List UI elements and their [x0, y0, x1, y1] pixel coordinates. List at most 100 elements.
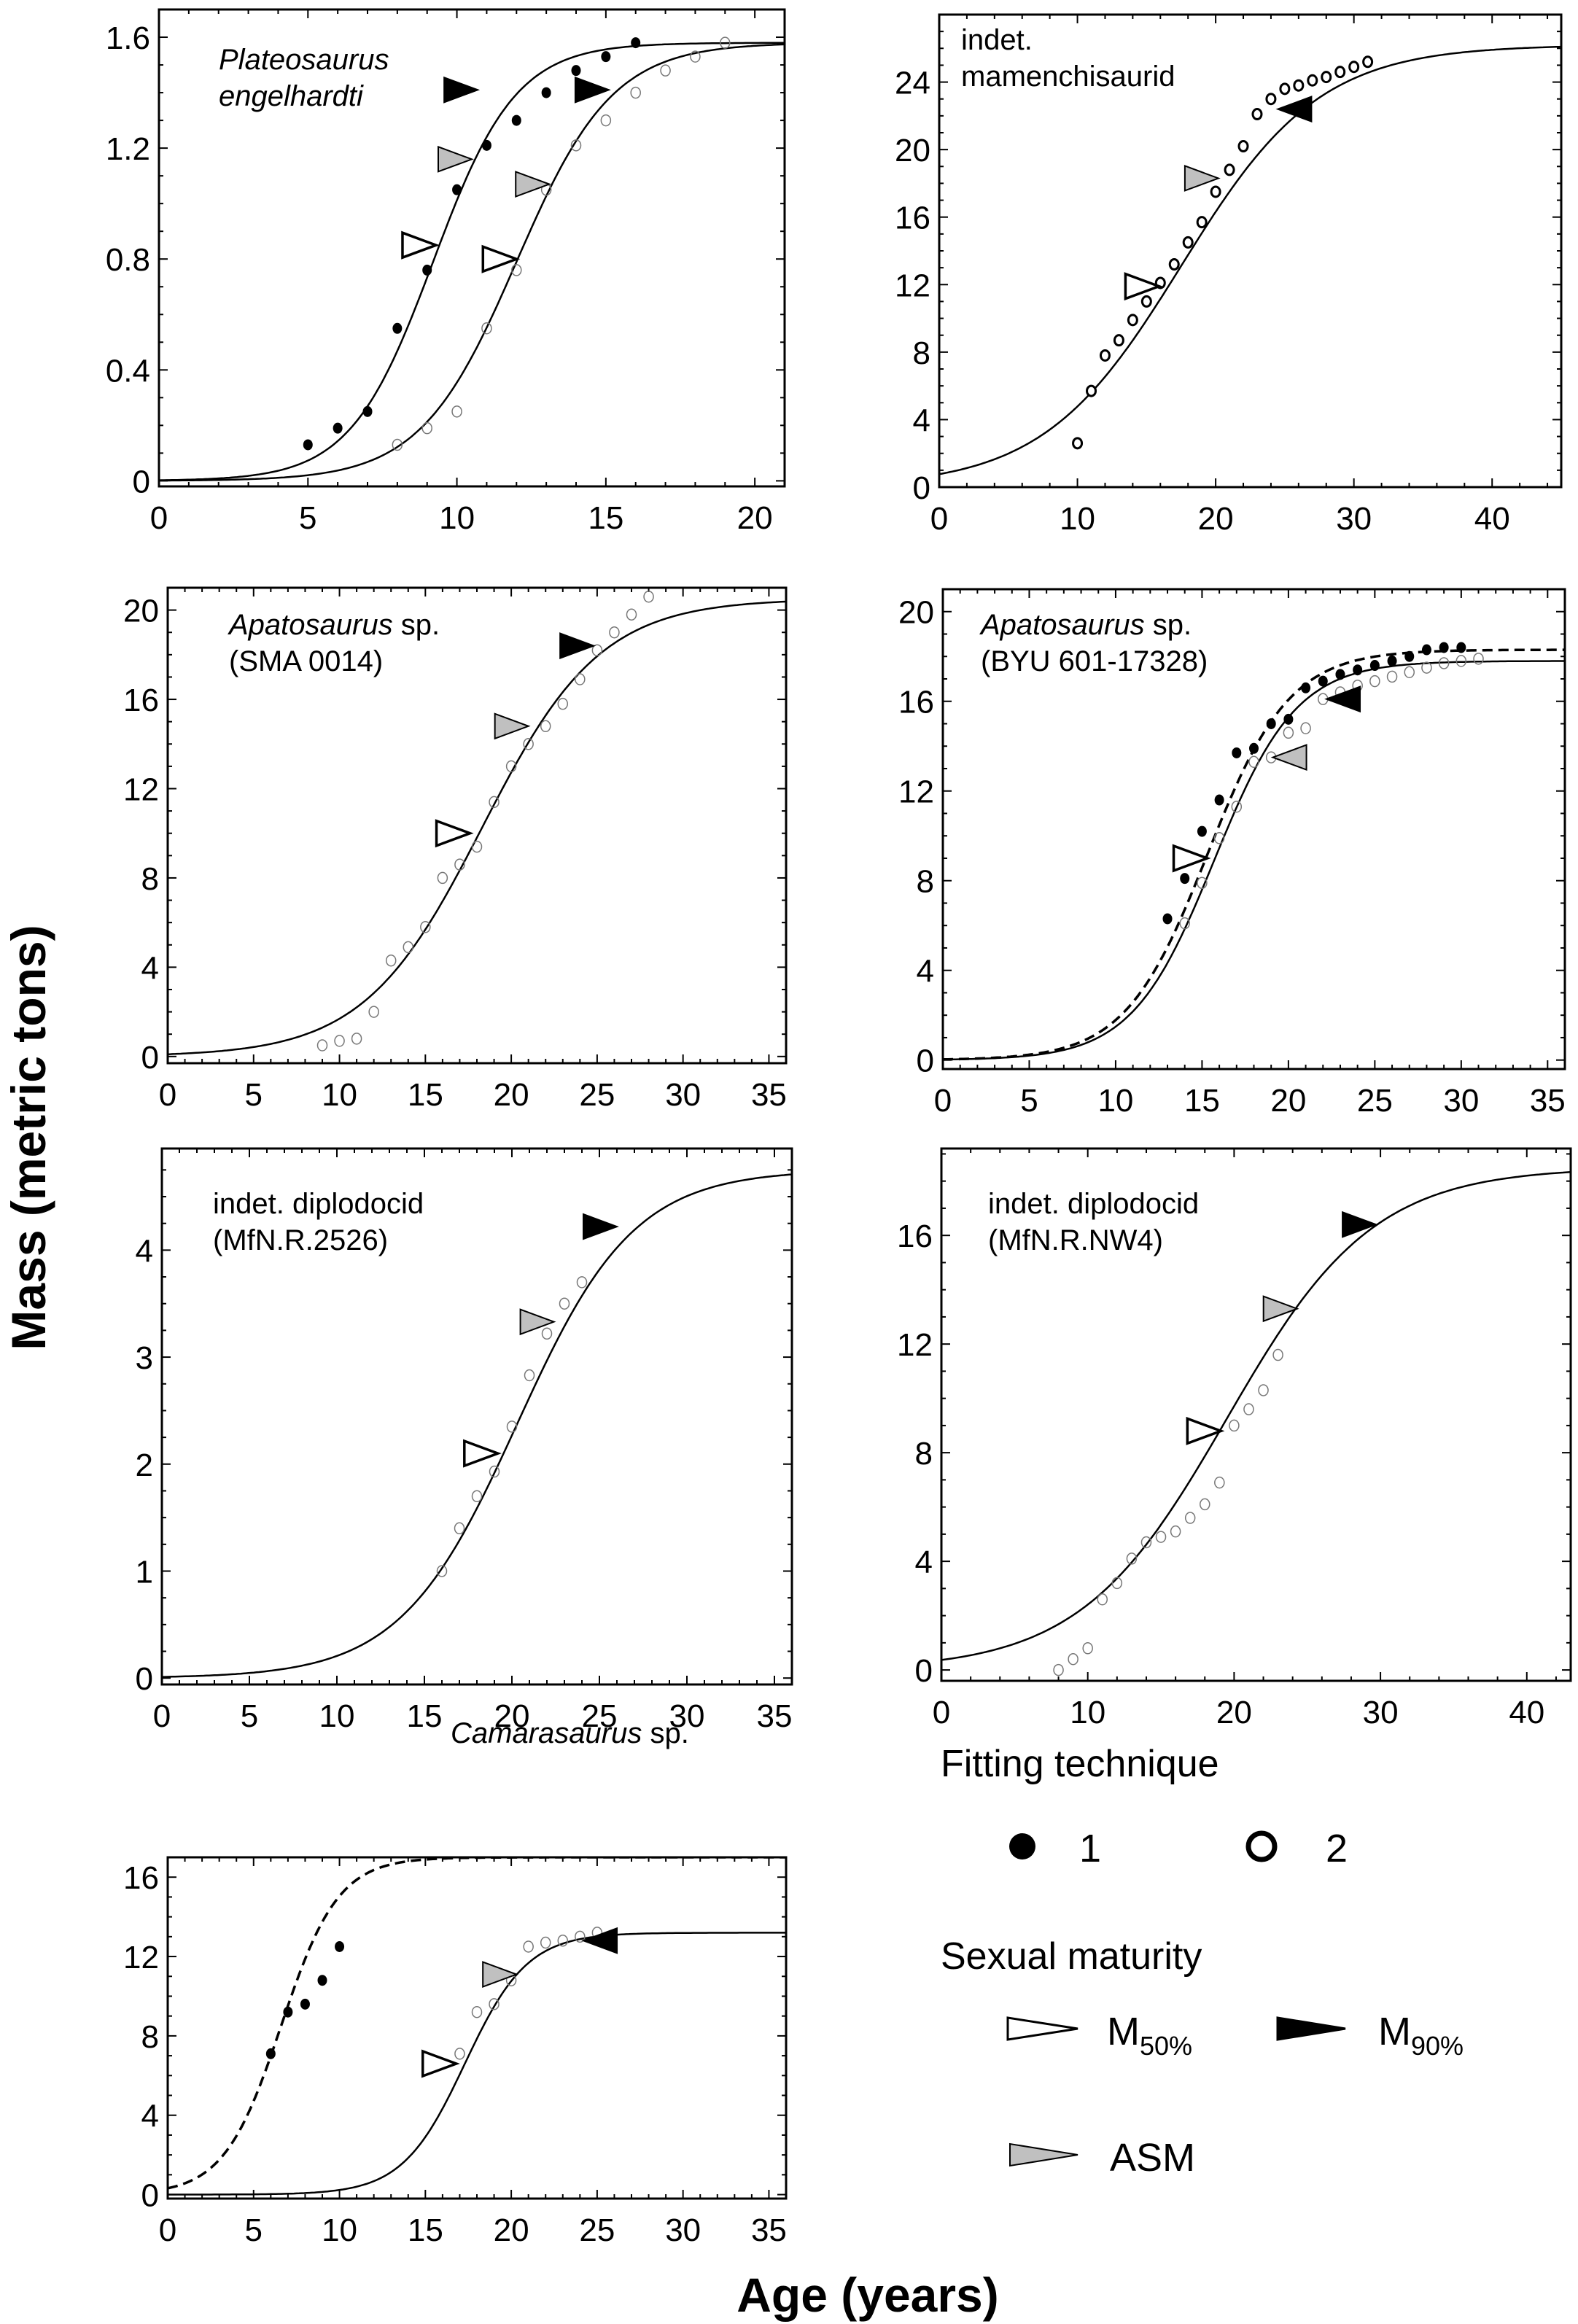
data-point-open — [454, 858, 465, 871]
data-point-open — [1248, 755, 1259, 769]
marker-m50-triangle — [401, 230, 440, 260]
data-point-filled — [601, 51, 611, 63]
data-point-open — [1179, 917, 1190, 930]
data-point-filled — [1404, 650, 1415, 662]
x-tick-label: 5 — [245, 2212, 263, 2248]
marker-asm-triangle — [438, 145, 474, 173]
x-tick-label: 0 — [934, 1083, 952, 1119]
panel-label-text: indet. diplodocid — [213, 1188, 424, 1220]
marker-m90-triangle — [1342, 1210, 1378, 1238]
x-tick-label: 30 — [665, 1077, 701, 1113]
data-point-open — [1197, 877, 1208, 890]
y-tick-label: 0 — [141, 1040, 159, 1076]
y-tick-label: 2 — [136, 1447, 153, 1483]
x-tick-label: 20 — [1198, 501, 1234, 537]
y-tick-label: 20 — [895, 133, 930, 168]
panel-label-line: (MfN.R.NW4) — [988, 1224, 1163, 1256]
curves — [943, 648, 1565, 1061]
data-point-filled — [1421, 644, 1431, 656]
data-point-open — [481, 322, 492, 335]
data-point-open — [575, 1930, 586, 1943]
data-point-open — [570, 139, 582, 152]
marker-asm-triangle — [494, 712, 531, 740]
y-tick-label: 4 — [136, 1233, 153, 1269]
data-point-open — [421, 421, 432, 435]
data-point-open — [524, 1369, 535, 1382]
legend-asm-triangle-icon — [1009, 2142, 1078, 2167]
data-point-filled — [1353, 664, 1363, 676]
plot-frame — [158, 8, 786, 488]
x-tick-label: 20 — [1270, 1083, 1306, 1119]
data-point-open — [454, 1522, 465, 1535]
y-tick-label: 0.8 — [106, 242, 150, 278]
growth-curve-dashed — [943, 648, 1565, 1061]
data-point-open — [1229, 1419, 1240, 1432]
growth-curve-solid — [939, 45, 1561, 475]
data-point-open — [351, 1033, 362, 1045]
marker-m50-triangle — [1124, 272, 1163, 301]
marker-asm-triangle — [482, 1961, 519, 1988]
data-point-filled — [392, 322, 403, 334]
panel-label-line: mamenchisaurid — [961, 61, 1175, 93]
x-tick-label: 40 — [1474, 501, 1510, 537]
x-tick-label: 0 — [930, 501, 948, 537]
data-point-open — [403, 941, 414, 954]
legend-asm-label: ASM — [1110, 2136, 1195, 2180]
x-tick-label: 30 — [669, 1698, 705, 1734]
y-tick-label: 4 — [141, 2099, 159, 2134]
x-tick-label: 30 — [665, 2212, 701, 2248]
y-tick-label: 1 — [136, 1554, 153, 1590]
x-tick-label: 35 — [751, 1077, 787, 1113]
marker-m90-triangle — [559, 632, 596, 660]
panel-label-suffix: sp. — [393, 609, 440, 641]
data-point-filled — [1301, 682, 1311, 693]
data-point-open — [576, 1276, 588, 1289]
y-tick-label: 8 — [913, 335, 930, 371]
data-point-open — [437, 871, 448, 885]
y-tick-label: 0.4 — [106, 353, 150, 389]
data-point-open — [471, 1490, 483, 1503]
y-tick-label: 24 — [895, 66, 930, 101]
x-tick-label: 30 — [1363, 1695, 1399, 1730]
data-point-filled — [511, 114, 521, 126]
data-point-open — [1404, 666, 1415, 679]
x-tick-label: 10 — [319, 1698, 355, 1734]
panel-label-text: (BYU 601-17328) — [981, 645, 1208, 677]
data-point-open — [471, 840, 483, 853]
curves — [168, 1857, 786, 2196]
legend-m50-label: M50% — [1107, 2010, 1192, 2061]
marker-m50-triangle — [1172, 844, 1211, 873]
marker-m90-triangle — [581, 1927, 618, 1954]
panel-label-text: indet. diplodocid — [988, 1188, 1199, 1220]
data-point-open — [1126, 1552, 1138, 1565]
marker-m90-triangle — [443, 76, 481, 104]
panel-1: 0 5 10 15 20 0 0.4 0.8 1.2 1.6 Plateosaurus engelha… — [106, 8, 786, 536]
y-tick-label: 0 — [915, 1653, 933, 1689]
panel-label-line: Apatosaurus sp. — [979, 609, 1192, 641]
panel-label-line: (MfN.R.2526) — [213, 1224, 388, 1256]
x-tick-label: 0 — [159, 2212, 176, 2248]
data-point-open — [1097, 1593, 1108, 1606]
marker-asm-triangle — [515, 171, 552, 198]
data-point-open — [489, 1998, 500, 2010]
data-point-open — [1421, 661, 1432, 674]
data-point-filled — [265, 2048, 276, 2059]
x-tick-label: 25 — [1357, 1083, 1393, 1119]
marker-m90-triangle — [574, 76, 611, 104]
y-tick-label: 16 — [898, 685, 934, 720]
curves — [941, 1171, 1571, 1661]
data-point-open — [1155, 1531, 1167, 1543]
x-tick-label: 30 — [1443, 1083, 1479, 1119]
data-point-open — [660, 64, 671, 77]
data-point-open — [392, 438, 403, 451]
data-point-open — [1293, 79, 1305, 92]
data-point-filled — [481, 139, 491, 151]
growth-curve-solid — [162, 1173, 792, 1678]
marker-asm-triangle — [1262, 1295, 1299, 1323]
data-point-open — [1224, 163, 1235, 176]
x-tick-label: 25 — [579, 1077, 615, 1113]
data-point-open — [1127, 314, 1138, 327]
x-tick-label: 0 — [150, 500, 168, 536]
growth-curve-solid — [168, 1932, 786, 2196]
panel-4: 0 5 10 15 20 25 30 35 0 4 8 12 16 20 Apatosaurus sp. (B… — [898, 588, 1566, 1119]
